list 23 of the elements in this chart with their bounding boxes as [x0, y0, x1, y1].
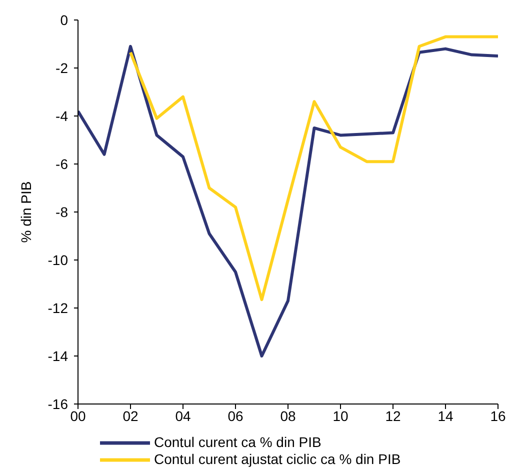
- x-tick-label: 06: [228, 408, 244, 424]
- x-tick-label: 10: [332, 408, 348, 424]
- y-tick-label: -8: [56, 204, 68, 220]
- x-tick-label: 08: [280, 408, 296, 424]
- y-tick-label: -4: [56, 108, 68, 124]
- x-tick-label: 12: [385, 408, 401, 424]
- y-tick-label: -14: [48, 348, 68, 364]
- line-series: [129, 35, 498, 302]
- legend-label: Contul curent ajustat ciclic ca % din PIB: [154, 451, 401, 468]
- y-tick-label: -12: [48, 300, 68, 316]
- y-tick-label: -2: [56, 60, 68, 76]
- y-axis-title: % din PIB: [18, 181, 34, 243]
- x-tick-label: 14: [438, 408, 454, 424]
- y-tick-label: -10: [48, 252, 68, 268]
- x-tick-label: 04: [175, 408, 191, 424]
- x-tick-label: 00: [70, 408, 86, 424]
- x-tick-label: 02: [122, 408, 138, 424]
- y-tick-label: 0: [60, 12, 68, 28]
- y-tick-label: -6: [56, 156, 68, 172]
- line-series: [78, 44, 498, 358]
- legend-label: Contul curent ca % din PIB: [154, 434, 322, 451]
- y-tick-label: -16: [48, 396, 68, 412]
- x-tick-label: 16: [490, 408, 506, 424]
